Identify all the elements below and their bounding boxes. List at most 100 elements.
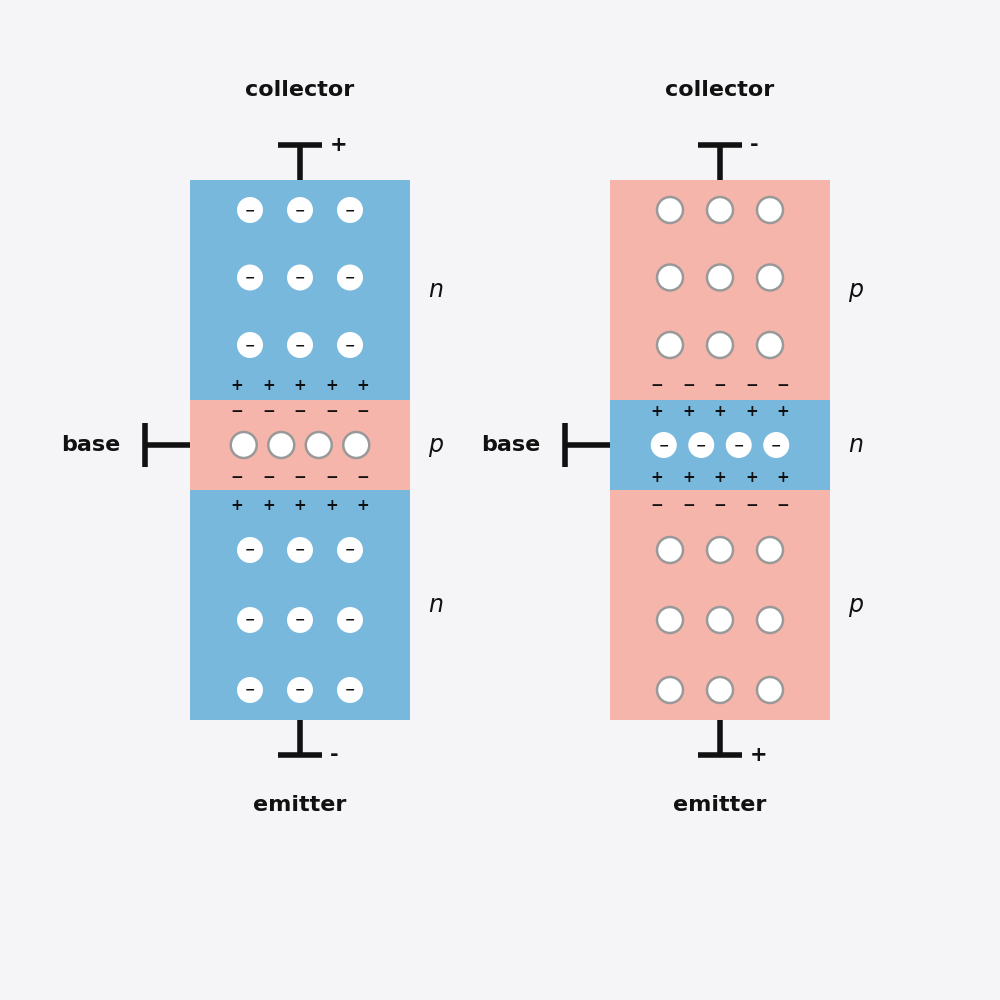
Text: −: − [295, 684, 305, 697]
Circle shape [337, 332, 363, 358]
Text: n: n [428, 593, 443, 617]
Circle shape [343, 432, 369, 458]
Circle shape [287, 677, 313, 703]
Circle shape [237, 332, 263, 358]
Text: −: − [295, 544, 305, 557]
Text: −: − [325, 471, 338, 486]
Text: +: + [325, 377, 338, 392]
Text: −: − [714, 377, 726, 392]
Text: +: + [651, 471, 663, 486]
Text: +: + [651, 404, 663, 420]
Text: +: + [294, 498, 306, 513]
Circle shape [306, 432, 332, 458]
Text: p: p [428, 433, 443, 457]
Text: −: − [714, 498, 726, 513]
Text: p: p [848, 593, 863, 617]
Text: +: + [330, 135, 348, 155]
Bar [610, 400, 830, 490]
Circle shape [657, 264, 683, 290]
Text: emitter: emitter [253, 795, 347, 815]
Text: +: + [262, 377, 275, 392]
Text: −: − [295, 204, 305, 217]
Bar [610, 490, 830, 720]
Circle shape [657, 537, 683, 563]
Text: −: − [245, 339, 255, 352]
Circle shape [337, 537, 363, 563]
Text: collector: collector [245, 80, 355, 100]
Text: +: + [714, 404, 726, 420]
Circle shape [287, 197, 313, 223]
Circle shape [237, 537, 263, 563]
Circle shape [237, 607, 263, 633]
Text: −: − [357, 471, 369, 486]
Text: −: − [345, 544, 355, 557]
Text: emitter: emitter [673, 795, 767, 815]
Circle shape [757, 607, 783, 633]
Text: −: − [771, 439, 782, 452]
Text: −: − [682, 377, 695, 392]
Circle shape [237, 197, 263, 223]
Circle shape [237, 264, 263, 290]
Text: +: + [231, 377, 243, 392]
Text: +: + [777, 404, 789, 420]
Text: −: − [245, 204, 255, 217]
Text: −: − [245, 614, 255, 627]
Bar [190, 490, 410, 720]
Circle shape [763, 432, 789, 458]
Circle shape [688, 432, 714, 458]
Circle shape [268, 432, 294, 458]
Text: −: − [651, 498, 663, 513]
Circle shape [707, 537, 733, 563]
Text: −: − [345, 271, 355, 284]
Circle shape [657, 607, 683, 633]
Text: n: n [428, 278, 443, 302]
Text: +: + [357, 377, 369, 392]
Text: −: − [696, 439, 706, 452]
Text: -: - [750, 135, 759, 155]
Circle shape [707, 607, 733, 633]
Text: −: − [734, 439, 744, 452]
Text: −: − [777, 377, 789, 392]
Circle shape [287, 332, 313, 358]
Text: collector: collector [665, 80, 775, 100]
Circle shape [757, 677, 783, 703]
Circle shape [657, 332, 683, 358]
Text: +: + [682, 471, 695, 486]
Text: −: − [651, 377, 663, 392]
Text: +: + [745, 404, 758, 420]
Text: −: − [262, 471, 275, 486]
Text: −: − [231, 471, 243, 486]
Text: +: + [325, 498, 338, 513]
Text: n: n [848, 433, 863, 457]
Circle shape [287, 264, 313, 290]
Circle shape [657, 197, 683, 223]
Text: p: p [848, 278, 863, 302]
Text: −: − [245, 684, 255, 697]
Text: −: − [345, 614, 355, 627]
Text: −: − [357, 404, 369, 420]
Circle shape [337, 197, 363, 223]
Circle shape [287, 607, 313, 633]
Circle shape [287, 537, 313, 563]
Circle shape [651, 432, 677, 458]
Text: −: − [294, 404, 306, 420]
Text: +: + [745, 471, 758, 486]
Circle shape [757, 332, 783, 358]
Text: base: base [61, 435, 120, 455]
Text: −: − [777, 498, 789, 513]
Text: −: − [682, 498, 695, 513]
Text: +: + [262, 498, 275, 513]
Circle shape [231, 432, 257, 458]
Circle shape [707, 677, 733, 703]
Text: −: − [745, 498, 758, 513]
Circle shape [337, 677, 363, 703]
Text: −: − [245, 544, 255, 557]
Text: +: + [357, 498, 369, 513]
Text: −: − [262, 404, 275, 420]
Text: −: − [294, 471, 306, 486]
Text: +: + [231, 498, 243, 513]
Circle shape [337, 607, 363, 633]
Circle shape [707, 197, 733, 223]
Text: −: − [295, 614, 305, 627]
Circle shape [657, 677, 683, 703]
